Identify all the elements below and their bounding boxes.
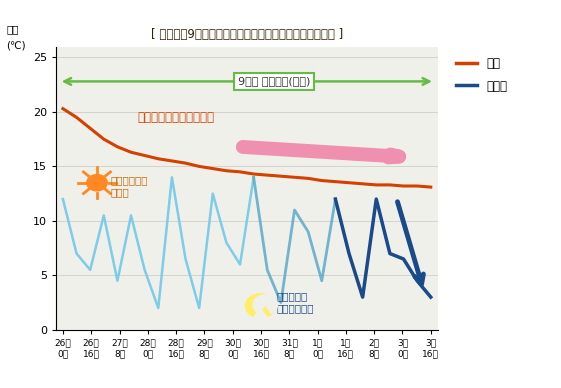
Text: 9日間 暖房なし(留守): 9日間 暖房なし(留守) <box>238 76 310 87</box>
Wedge shape <box>253 295 278 313</box>
Wedge shape <box>246 294 275 316</box>
Title: [ 無暖房（9日間）時の、外気温と室温の温度変化の違い ]: [ 無暖房（9日間）時の、外気温と室温の温度変化の違い ] <box>151 28 343 41</box>
Text: 夜から朝は
急激に冷える: 夜から朝は 急激に冷える <box>277 292 314 313</box>
Text: 室温は急激に変化しない: 室温は急激に変化しない <box>138 111 215 124</box>
Text: (℃): (℃) <box>7 41 26 51</box>
Circle shape <box>87 175 107 191</box>
Text: 温度: 温度 <box>7 24 19 34</box>
Legend: 室温, 外気温: 室温, 外気温 <box>451 52 512 97</box>
Text: 日中は気温が
上がる: 日中は気温が 上がる <box>111 175 148 197</box>
